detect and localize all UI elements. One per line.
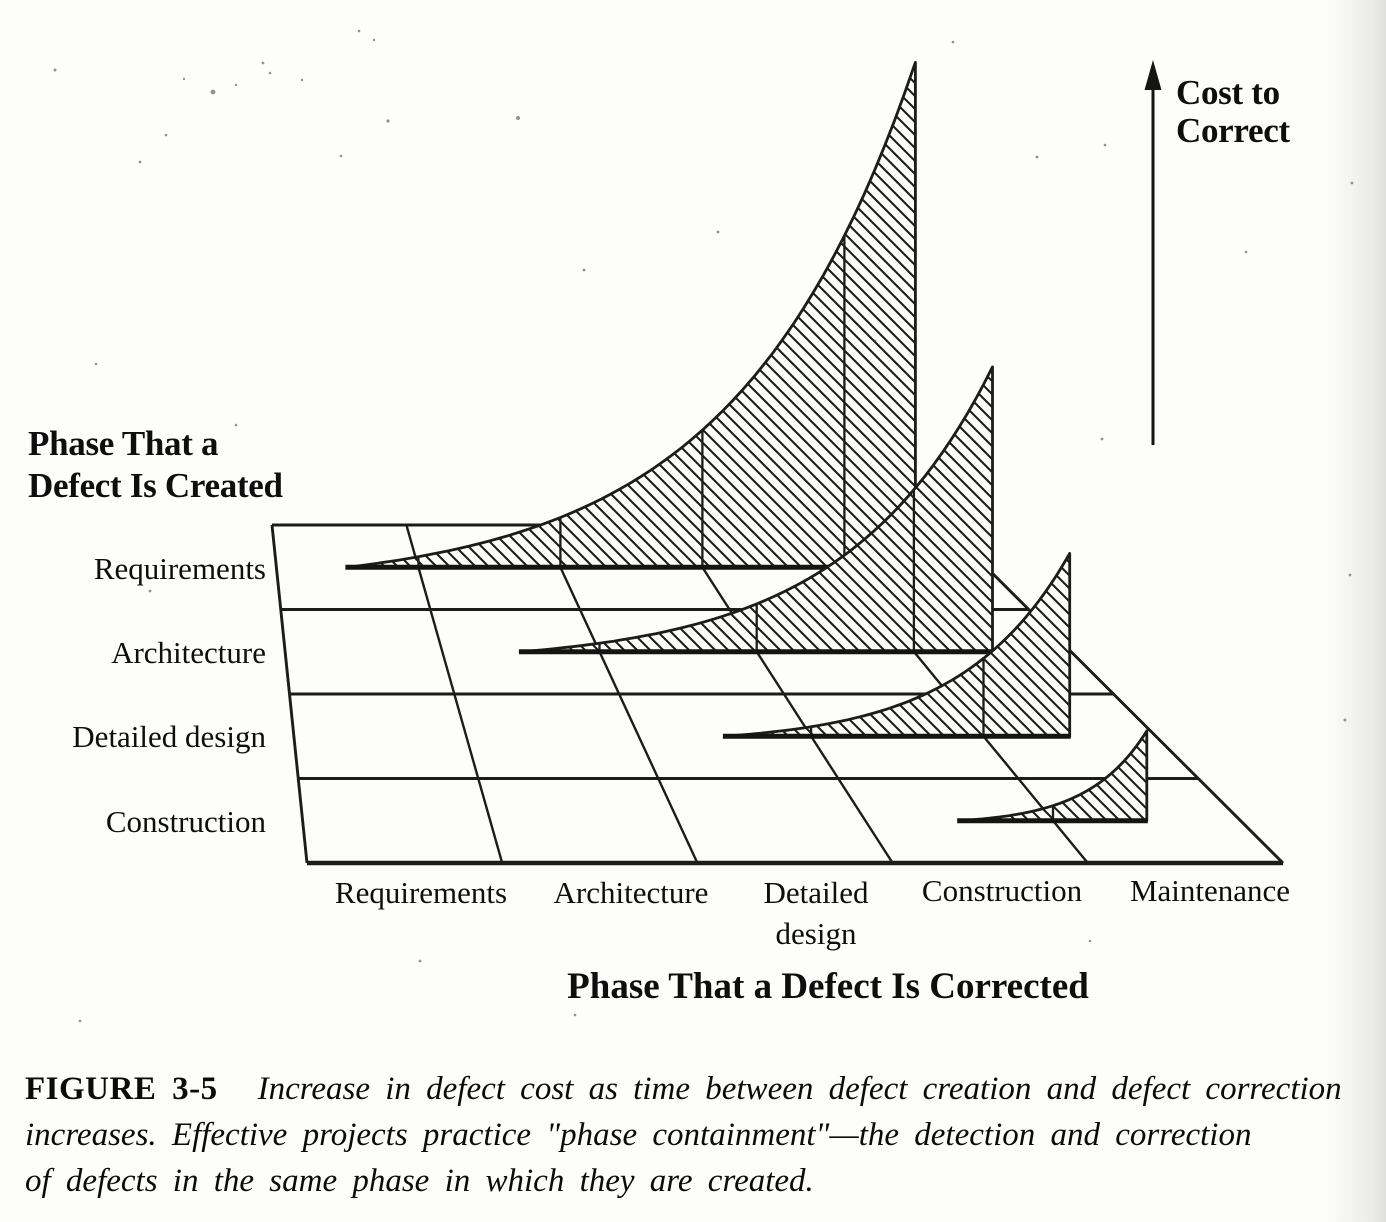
speck-5 bbox=[182, 77, 186, 81]
created-phase-labels: Requirements Architecture Detailed desig… bbox=[72, 551, 266, 839]
row-label-detailed-design: Detailed design bbox=[72, 719, 266, 754]
cost-axis: Cost to Correct bbox=[1144, 60, 1291, 445]
speck-0 bbox=[210, 89, 216, 95]
speck-17 bbox=[1035, 155, 1039, 159]
speck-25 bbox=[148, 589, 152, 593]
row-label-requirements: Requirements bbox=[94, 551, 266, 586]
col-label-maintenance: Maintenance bbox=[1130, 873, 1290, 908]
speck-20 bbox=[1244, 250, 1248, 254]
row-label-construction: Construction bbox=[106, 804, 267, 839]
cost-axis-label-line1: Cost to bbox=[1176, 73, 1280, 112]
created-axis-title: Phase That a Defect Is Created bbox=[28, 424, 284, 505]
speck-8 bbox=[300, 78, 304, 82]
cost-curves bbox=[345, 60, 1149, 824]
scan-specks bbox=[53, 29, 1354, 1023]
col-label-construction: Construction bbox=[922, 873, 1083, 908]
grid-col-line-2 bbox=[539, 524, 699, 864]
grid-col-line-3 bbox=[674, 524, 894, 864]
speck-28 bbox=[418, 959, 422, 963]
speck-4 bbox=[53, 68, 57, 72]
speck-15 bbox=[716, 230, 720, 234]
defect-cost-chart: Cost to Correct Phase That a Defect Is C… bbox=[28, 29, 1354, 1023]
grid-col-line-1 bbox=[405, 524, 504, 864]
cost-curve-detailed-design bbox=[722, 552, 1072, 739]
speck-1 bbox=[261, 61, 265, 65]
speck-2 bbox=[357, 29, 361, 33]
row-label-architecture: Architecture bbox=[111, 635, 266, 670]
created-axis-title-line2: Defect Is Created bbox=[28, 466, 284, 505]
corrected-axis-title: Phase That a Defect Is Corrected bbox=[567, 966, 1089, 1007]
caption-line-1: FIGURE 3-5 Increase in defect cost as tim… bbox=[25, 1066, 1373, 1112]
up-arrow-icon bbox=[1144, 60, 1162, 90]
col-label-requirements: Requirements bbox=[335, 875, 507, 910]
grid-col-line-0 bbox=[270, 524, 309, 864]
col-label-detailed-sub: design bbox=[776, 916, 857, 951]
speck-16 bbox=[873, 339, 877, 343]
speck-24 bbox=[1343, 718, 1347, 722]
figure-caption: FIGURE 3-5 Increase in defect cost as tim… bbox=[25, 1066, 1373, 1204]
speck-22 bbox=[1100, 437, 1104, 441]
speck-30 bbox=[1088, 939, 1092, 943]
cost-curve-requirements bbox=[345, 60, 917, 570]
speck-9 bbox=[386, 119, 390, 123]
corrected-phase-labels: Requirements Architecture Detailed desig… bbox=[335, 873, 1290, 951]
speck-23 bbox=[1348, 573, 1352, 577]
speck-10 bbox=[164, 133, 168, 137]
speck-14 bbox=[582, 268, 586, 272]
speck-27 bbox=[234, 423, 238, 427]
cost-curve-construction bbox=[957, 729, 1149, 824]
speck-29 bbox=[573, 1013, 577, 1017]
col-label-architecture: Architecture bbox=[554, 875, 709, 910]
speck-7 bbox=[268, 71, 272, 75]
grid-col-line-5 bbox=[942, 523, 1285, 865]
speck-21 bbox=[1350, 181, 1354, 185]
caption-text-1: Increase in defect cost as time between … bbox=[257, 1071, 1342, 1107]
speck-19 bbox=[951, 40, 955, 44]
caption-line-2: increases. Effective projects practice "… bbox=[25, 1117, 1252, 1153]
cost-curve-architecture bbox=[518, 365, 994, 655]
figure-number: FIGURE 3-5 bbox=[25, 1071, 218, 1107]
ground-grid bbox=[270, 523, 1285, 866]
caption-line-3: of defects in the same phase in which th… bbox=[25, 1163, 814, 1199]
cost-axis-label-line2: Correct bbox=[1176, 111, 1290, 150]
created-axis-title-line1: Phase That a bbox=[28, 424, 218, 463]
speck-11 bbox=[138, 160, 142, 164]
speck-18 bbox=[1103, 143, 1107, 147]
speck-3 bbox=[372, 38, 376, 42]
speck-12 bbox=[339, 154, 343, 158]
speck-6 bbox=[234, 83, 238, 87]
col-label-detailed: Detailed bbox=[763, 875, 869, 910]
speck-13 bbox=[516, 116, 520, 120]
speck-31 bbox=[78, 1019, 82, 1023]
speck-26 bbox=[94, 362, 98, 366]
